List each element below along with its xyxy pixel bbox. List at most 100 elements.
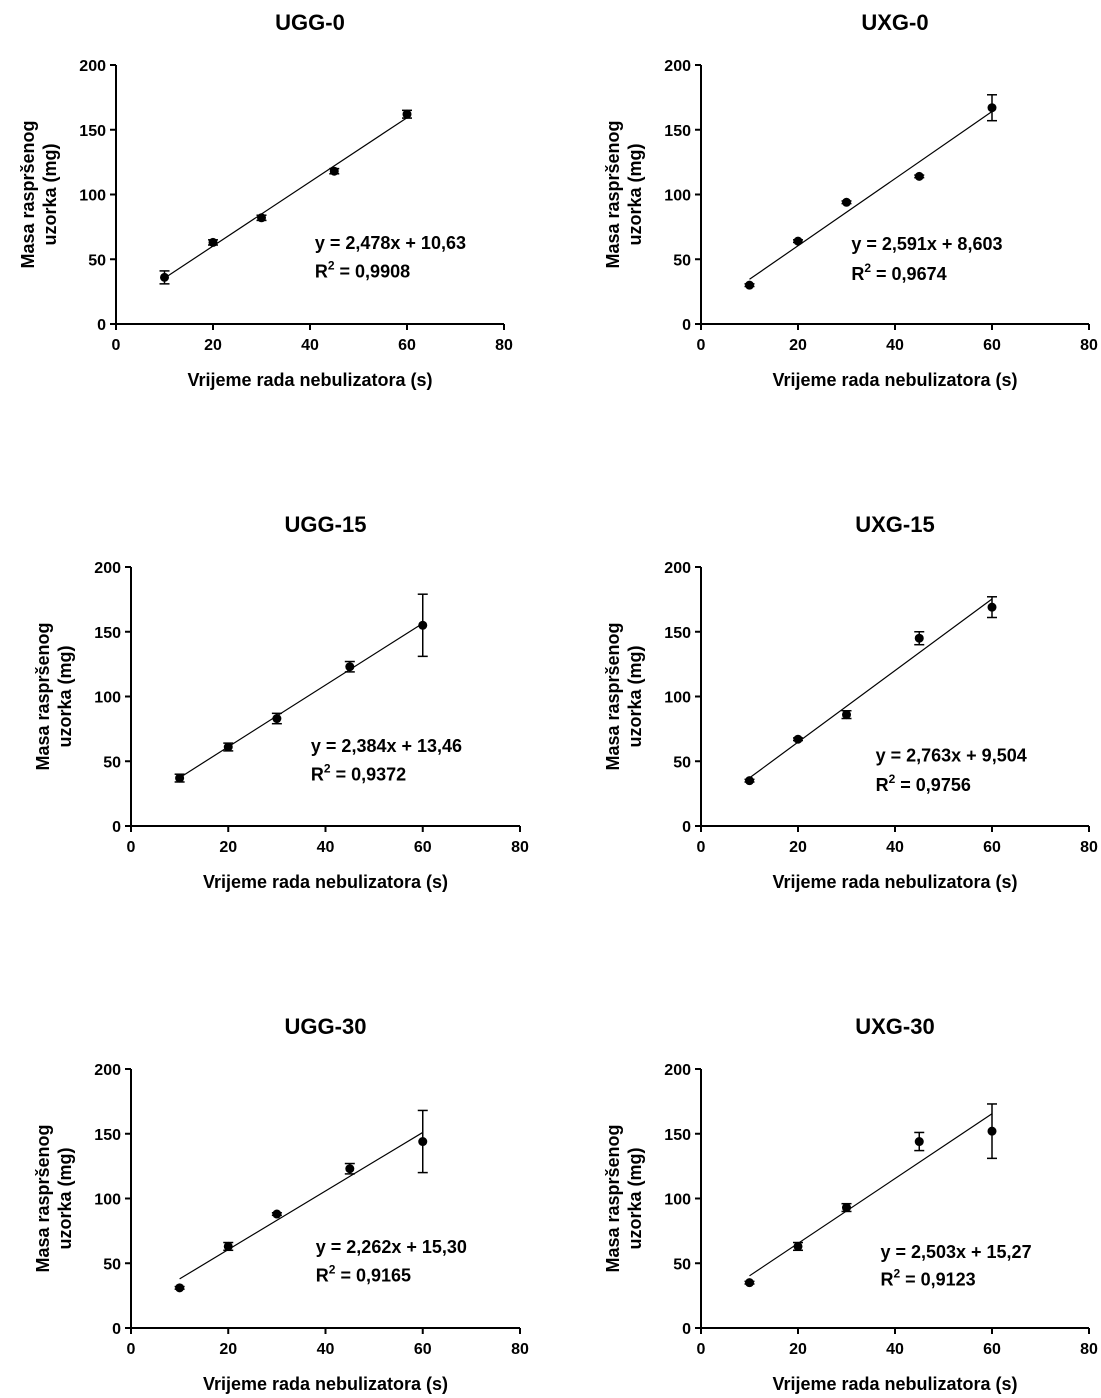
y-axis-label: Masa raspršenog uzorka (mg): [33, 1124, 75, 1272]
data-point: [345, 662, 355, 672]
chart-panel-5: UGG-30 0 50 100 150 200 0 20 40 60 80 Vrijeme rada …: [33, 1014, 529, 1394]
chart-panel-6: UXG-30 0 50 100 150 200 0 20 40 60 80 Vrijeme rada …: [603, 1014, 1098, 1394]
r-squared-value: = 0,9123: [900, 1269, 976, 1289]
y-tick-label: 200: [664, 1062, 691, 1079]
y-tick-label: 100: [664, 188, 691, 205]
chart-panel-1: UGG-0 0 50 100 150 200 0 20 40 60 80 Vrijeme rada n…: [18, 10, 513, 390]
r-squared: R2 = 0,9165: [316, 1262, 411, 1285]
data-point: [914, 171, 924, 181]
regression-equation: y = 2,503x + 15,27: [880, 1242, 1031, 1262]
regression-line: [179, 1131, 424, 1280]
x-tick-label: 80: [1080, 337, 1098, 354]
y-axis-label-line2: uzorka (mg): [625, 645, 645, 747]
x-tick-label: 20: [789, 839, 807, 856]
data-point: [842, 1203, 851, 1213]
regression-line: [749, 111, 993, 280]
chart-panel-4: UXG-15 0 50 100 150 200 0 20 40 60 80 Vrijeme rada …: [603, 512, 1098, 892]
r-squared-value: = 0,9674: [871, 264, 947, 284]
regression-line: [164, 117, 408, 279]
y-axis-label-line1: Masa raspršenog: [33, 622, 53, 770]
data-point: [793, 1241, 803, 1251]
data-point: [793, 734, 803, 744]
chart-title: UXG-30: [855, 1014, 934, 1039]
data-point: [175, 1283, 185, 1293]
data-point: [223, 742, 233, 752]
y-axis-label-line2: uzorka (mg): [625, 143, 645, 245]
data-point: [914, 1137, 924, 1147]
y-tick-label: 200: [664, 560, 691, 577]
data-point: [208, 237, 218, 247]
data-point: [987, 602, 997, 612]
chart-title: UXG-15: [855, 512, 934, 537]
r-squared-symbol: R: [880, 1269, 893, 1289]
r-squared-superscript: 2: [328, 258, 335, 272]
y-tick-label: 200: [664, 58, 691, 75]
x-tick-label: 60: [983, 1341, 1001, 1358]
x-tick-label: 0: [112, 337, 121, 354]
y-tick-label: 0: [97, 317, 106, 334]
chart-title: UGG-0: [275, 10, 345, 35]
y-tick-label: 0: [682, 1321, 691, 1338]
data-point: [418, 1137, 428, 1147]
r-squared-superscript: 2: [329, 1262, 336, 1276]
x-tick-label: 0: [127, 1341, 136, 1358]
x-tick-label: 60: [414, 839, 432, 856]
y-tick-label: 100: [664, 1192, 691, 1209]
y-tick-label: 50: [673, 754, 691, 771]
x-tick-label: 0: [697, 1341, 706, 1358]
y-tick-label: 0: [682, 819, 691, 836]
y-axis-label: Masa raspršenog uzorka (mg): [603, 1124, 645, 1272]
y-tick-label: 100: [79, 188, 106, 205]
data-point: [402, 109, 412, 119]
y-axis-label-line1: Masa raspršenog: [18, 120, 38, 268]
y-axis-label-line2: uzorka (mg): [40, 143, 60, 245]
x-tick-label: 20: [789, 1341, 807, 1358]
y-axis-label-line1: Masa raspršenog: [603, 120, 623, 268]
y-tick-label: 150: [94, 1127, 121, 1144]
y-tick-label: 100: [664, 690, 691, 707]
y-tick-label: 150: [79, 123, 106, 140]
x-tick-label: 80: [1080, 839, 1098, 856]
y-tick-label: 50: [673, 1256, 691, 1273]
r-squared-superscript: 2: [324, 762, 331, 776]
data-point: [272, 1209, 282, 1219]
y-tick-label: 150: [664, 1127, 691, 1144]
y-tick-label: 0: [112, 1321, 121, 1338]
data-point: [418, 620, 428, 630]
x-tick-label: 80: [495, 337, 513, 354]
x-axis-label: Vrijeme rada nebulizatora (s): [772, 370, 1017, 390]
y-axis-label: Masa raspršenog uzorka (mg): [603, 622, 645, 770]
chart-title: UGG-15: [285, 512, 367, 537]
x-axis-label: Vrijeme rada nebulizatora (s): [187, 370, 432, 390]
data-point: [987, 103, 997, 113]
x-tick-label: 0: [127, 839, 136, 856]
r-squared-superscript: 2: [889, 772, 896, 786]
r-squared: R2 = 0,9123: [880, 1266, 975, 1289]
data-point: [345, 1164, 355, 1174]
regression-equation: y = 2,262x + 15,30: [316, 1237, 467, 1257]
y-axis-label: Masa raspršenog uzorka (mg): [18, 120, 60, 268]
r-squared-value: = 0,9165: [335, 1265, 411, 1285]
r-squared: R2 = 0,9674: [851, 261, 946, 284]
x-axis-label: Vrijeme rada nebulizatora (s): [772, 1374, 1017, 1394]
data-point: [842, 710, 851, 720]
chart-title: UGG-30: [285, 1014, 367, 1039]
regression-line: [749, 598, 993, 779]
y-tick-label: 100: [94, 1192, 121, 1209]
y-tick-label: 50: [673, 252, 691, 269]
y-tick-label: 200: [79, 58, 106, 75]
x-tick-label: 40: [317, 1341, 335, 1358]
r-squared-symbol: R: [876, 775, 889, 795]
x-tick-label: 60: [983, 839, 1001, 856]
y-tick-label: 50: [103, 1256, 121, 1273]
y-axis-label-line1: Masa raspršenog: [603, 1124, 623, 1272]
y-tick-label: 200: [94, 560, 121, 577]
r-squared-symbol: R: [851, 264, 864, 284]
y-tick-label: 200: [94, 1062, 121, 1079]
data-point: [745, 1278, 754, 1288]
r-squared-symbol: R: [316, 1265, 329, 1285]
r-squared: R2 = 0,9372: [311, 762, 406, 785]
y-tick-label: 0: [112, 819, 121, 836]
y-axis-label-line2: uzorka (mg): [55, 1147, 75, 1249]
y-tick-label: 100: [94, 690, 121, 707]
